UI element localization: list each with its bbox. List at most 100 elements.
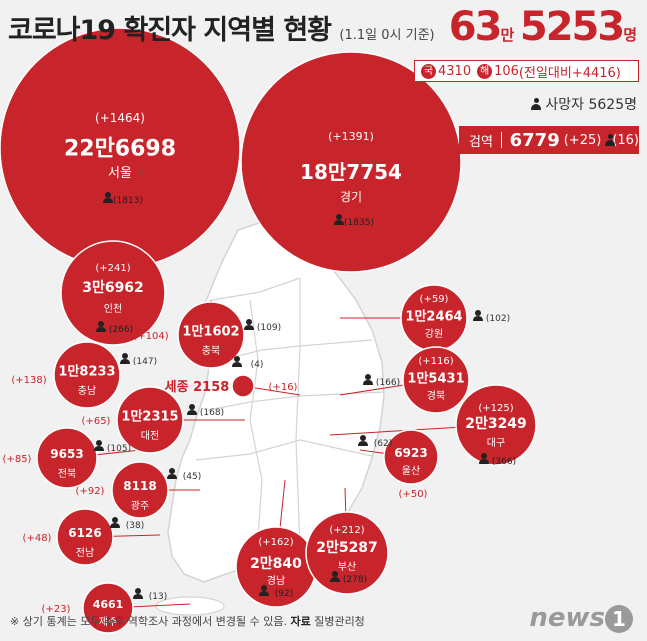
region-name: 대구 [487,437,505,449]
person-icon [363,374,373,385]
region-name: 강원 [425,328,443,340]
region-bubble [116,386,184,454]
quarantine-box: 검역 6779 (+25) (16) [459,126,639,154]
value-label: 4661 [93,598,124,611]
change-label: (+65) [82,416,111,427]
person-icon [358,435,368,446]
total-cases: 63만 5253명 [449,4,637,50]
region-제주: (+23) 4661 제주 (13) [42,582,167,634]
region-name: 인천 [104,303,122,315]
region-대구: (+125) 2만3249 대구 (366) [455,384,537,467]
logo-mark: 1 [605,604,633,633]
change-label: (+1391) [328,130,374,143]
region-bubble [383,429,439,485]
region-충북: (+104) 1만1602 충북 (109) [133,301,281,369]
change-label: (+138) [11,375,46,386]
person-icon [103,192,113,203]
death-label: (102) [486,314,510,324]
death-label: (92) [275,589,293,599]
change-label: (+50) [399,489,428,500]
region-울산: (+50) 6923 울산 (62) [358,429,439,500]
death-label: (278) [343,575,367,585]
region-name: 전남 [76,547,94,559]
region-name: 전북 [58,468,76,480]
person-icon [94,440,104,451]
region-bubble [240,51,462,273]
death-label: (166) [376,378,400,388]
overseas-badge: 해 [477,63,493,79]
person-icon [605,134,616,146]
death-label: (1835) [344,218,374,228]
region-bubble [231,374,255,398]
death-label: (105) [107,444,131,454]
value-label: 1만2464 [405,309,462,325]
domestic-overseas-box: 국 4310 해 106 (전일대비+4416) [414,60,639,82]
region-name: 경북 [427,389,445,402]
value-label: 3만6962 [82,280,144,296]
value-label: 1만1602 [182,324,239,340]
change-label: (+23) [42,604,71,615]
logo-text: news [529,603,605,633]
change-label: (+59) [420,294,449,305]
region-name: 제주 [99,616,117,628]
domestic-count: 4310 [438,63,472,79]
region-name: 경기 [340,190,362,204]
source-label: 자료 [290,615,311,628]
region-name: 대전 [141,430,159,442]
region-name: 서울 [108,166,132,181]
region-bubble [56,508,114,566]
quarantine-value: 6779 [509,129,560,151]
change-label: (+116) [418,356,453,367]
change-label: (+85) [3,454,32,465]
value-label: 18만7754 [300,160,402,184]
region-name: 부산 [338,561,356,573]
quarantine-label: 검역 [469,134,493,150]
value-label: 8118 [123,479,156,493]
death-label: (366) [492,457,516,467]
title-text: 코로나19 확진자 지역별 현황 [8,15,332,46]
region-bubble [455,384,537,466]
region-인천: (+241) 3만6962 인천 (266) [60,240,166,346]
value-label: 1만8233 [58,364,115,380]
region-전남: (+48) 6126 전남 (38) [23,508,144,566]
person-icon [232,356,242,367]
change-label: (+1464) [95,111,145,125]
page-title: 코로나19 확진자 지역별 현황 (1.1일 0시 기준) [8,8,435,47]
value-label: 6923 [394,446,427,460]
change-label: (+104) [133,331,168,342]
value-label: 9653 [50,447,83,461]
region-대전: (+65) 1만2315 대전 (168) [82,386,224,454]
region-bubble [305,511,389,595]
province-borders [195,277,385,567]
person-icon [96,321,106,332]
quarantine-deaths: (16) [612,132,639,148]
death-label: (45) [183,472,201,482]
news1-logo: news 1 [529,603,633,633]
change-label: (+162) [258,537,293,548]
region-경남: (+162) 2만840 경남 (92) [235,526,317,608]
change-label: (+16) [269,382,298,393]
region-광주: (+92) 8118 광주 (45) [76,461,201,519]
person-icon [120,353,130,364]
divider [500,132,502,148]
person-icon [259,585,269,596]
person-icon [479,453,489,464]
region-bubble [53,341,121,409]
change-label: (+48) [23,533,52,544]
region-부산: (+212) 2만5287 부산 (278) [305,511,389,595]
person-icon [187,404,197,415]
change-label: (+241) [95,263,130,274]
person-icon [244,319,254,330]
person-icon [330,571,340,582]
region-bubble [60,240,166,346]
region-name: 경남 [267,574,285,587]
value-label: 1만2315 [121,409,178,425]
footer-note: ※ 상기 통계는 모두 추후 역학조사 과정에서 변경될 수 있음. 자료 질병… [10,613,365,629]
region-bubble [402,346,470,414]
death-label: (62) [374,439,392,449]
death-label: (109) [257,323,281,333]
value-label: 세종 2158 [165,380,230,395]
total-unit2: 명 [623,26,637,44]
quarantine-change: (+25) [563,132,602,148]
